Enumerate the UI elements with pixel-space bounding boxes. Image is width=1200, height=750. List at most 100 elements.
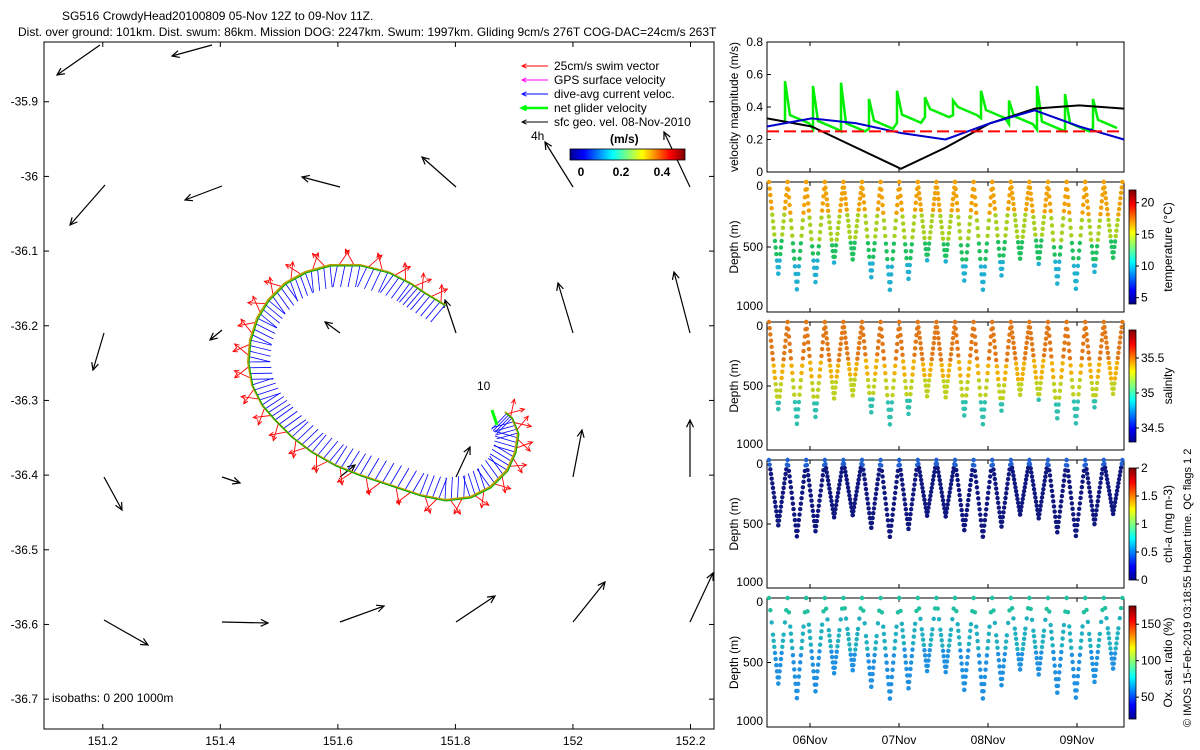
profile-dot (984, 385, 989, 390)
profile-dot (907, 673, 913, 678)
current-vector (274, 406, 294, 421)
profile-dot (799, 233, 804, 238)
profile-dot (995, 233, 1000, 238)
profile-dot (856, 346, 861, 351)
profile-dot (926, 246, 931, 252)
profile-dot (821, 194, 826, 199)
profile-dot (916, 606, 922, 611)
profile-dot (969, 339, 974, 345)
profile-dot (917, 469, 922, 475)
profile-dot (1021, 641, 1026, 647)
profile-dot (922, 653, 928, 658)
profile-dot (852, 652, 857, 657)
depth-ylabel: Depth (m) (727, 220, 741, 273)
profile-dot (842, 330, 847, 335)
profile-dot (988, 341, 993, 347)
profile-dot (776, 681, 781, 686)
profile-dot (874, 486, 879, 492)
geo-velocity-arrow (572, 429, 583, 478)
profile-dot (835, 490, 841, 495)
profile-dot (785, 179, 790, 185)
profile-dot (909, 378, 915, 384)
profile-dot (882, 490, 887, 496)
current-vector (296, 425, 314, 442)
profile-dot (971, 319, 976, 325)
swim-vector (269, 277, 274, 295)
profile-dot (1089, 503, 1095, 508)
profile-dot (843, 201, 849, 207)
profile-dot (986, 218, 992, 223)
profile-dot (790, 652, 796, 658)
profile-dot (1037, 511, 1042, 517)
velocity-y-tick-label: 0 (756, 165, 763, 179)
geo-velocity-arrow (56, 44, 101, 76)
profile-dot (885, 674, 891, 680)
swim-vector (453, 497, 463, 515)
profile-dot (1114, 228, 1119, 233)
profile-dot (1051, 381, 1057, 387)
current-vector (253, 328, 274, 340)
profile-dot (1077, 240, 1083, 246)
profile-dot (900, 634, 906, 639)
swim-vector-head (263, 280, 270, 286)
profile-dot (969, 200, 974, 206)
swim-vector (269, 431, 287, 436)
profile-dot (928, 637, 934, 642)
profile-dot (912, 346, 918, 351)
depth-tick-label: 0 (756, 595, 763, 609)
profile-dot (844, 477, 849, 482)
profile-dot (938, 486, 944, 491)
profile-dot (1033, 375, 1039, 380)
geo-velocity-arrow-head (663, 130, 671, 141)
profile-dot (926, 505, 931, 510)
profile-dot (1039, 369, 1045, 375)
profile-dot (900, 487, 906, 492)
profile-dot (1083, 179, 1088, 185)
profile-dot (900, 214, 905, 219)
profile-dot (818, 635, 824, 641)
profile-dot (891, 660, 896, 665)
profile-dot (1001, 246, 1007, 251)
profile-dot (876, 472, 881, 477)
profile-dot (978, 512, 983, 517)
profile-dot (826, 352, 831, 357)
profile-dot (782, 344, 788, 350)
profile-dot (897, 326, 903, 331)
profile-dot (1000, 395, 1006, 401)
profile-dot (843, 340, 849, 346)
profile-dot (990, 186, 996, 191)
profile-dot (938, 352, 943, 357)
profile-dot (888, 414, 893, 420)
profile-dot (912, 352, 917, 358)
profile-dot (1073, 533, 1079, 539)
profile-dot (828, 644, 833, 649)
geo-velocity-arrow (103, 619, 149, 646)
profile-dot (804, 457, 809, 463)
profile-dot (913, 339, 919, 344)
geo-velocity-arrow-head (420, 156, 430, 165)
profile-dot (1096, 643, 1101, 649)
profile-dot (825, 341, 830, 347)
geo-velocity-arrow (572, 581, 606, 623)
profile-dot (795, 688, 800, 694)
profile-dot (865, 652, 871, 658)
colorbar-tick-0: 0 (578, 165, 585, 179)
profile-dot (992, 345, 998, 350)
profile-dot (912, 621, 918, 627)
profile-dot (813, 682, 819, 687)
profile-dot (948, 632, 953, 638)
current-vector (353, 453, 367, 473)
profile-dot (834, 498, 839, 504)
profile-dot (1048, 208, 1053, 214)
profile-dot (960, 257, 965, 262)
profile-dot (976, 370, 981, 376)
profile-dot (1080, 479, 1085, 484)
profile-dot (861, 200, 867, 205)
profile-dot (1012, 350, 1017, 356)
profile-dot (833, 385, 838, 390)
profile-dot (1030, 209, 1035, 214)
profile-dot (825, 347, 831, 352)
profile-dot (999, 524, 1004, 529)
profile-dot (944, 389, 949, 395)
